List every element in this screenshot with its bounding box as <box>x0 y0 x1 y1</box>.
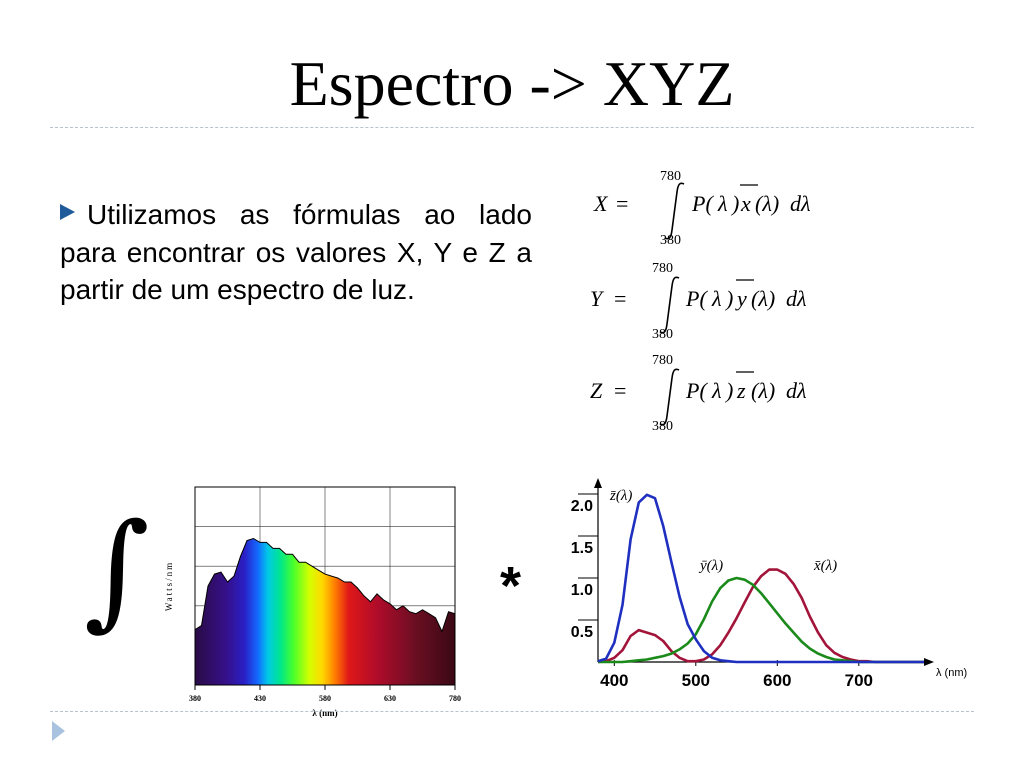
svg-text:dλ: dλ <box>786 286 807 311</box>
svg-text:P(: P( <box>685 286 708 311</box>
cmf-labels: x̄(λ) ȳ(λ) z̄(λ) <box>609 488 837 574</box>
formula-lhs: X <box>593 191 609 216</box>
cmf-axes: 0.5 1.0 1.5 2.0 400 500 600 700 λ (nm) <box>571 478 967 690</box>
cmf-xlabel: λ (nm) <box>936 667 967 679</box>
bullet-text: Utilizamos as fórmulas ao lado para enco… <box>60 199 532 305</box>
svg-text:=: = <box>614 286 626 311</box>
svg-text:): ) <box>724 378 733 403</box>
cmf-chart-svg: 0.5 1.0 1.5 2.0 400 500 600 700 λ (nm) x̄(λ) ȳ(λ)… <box>571 478 967 690</box>
cmf-y-axis-arrow <box>594 478 602 488</box>
svg-text:P(: P( <box>691 191 714 216</box>
integral-lower: 380 <box>652 327 673 342</box>
formula-lhs: Z <box>590 378 603 403</box>
integral-upper: 780 <box>660 169 681 184</box>
cmf-series-line-2 <box>597 493 924 664</box>
formula-z: Z = 780 380 P( λ ) z (λ) dλ <box>580 352 910 436</box>
spd-xlabel: λ (nm) <box>312 708 337 718</box>
cmf-y-tick-label: 1.5 <box>571 540 593 557</box>
svg-text:dλ: dλ <box>786 378 807 403</box>
spd-x-tick-label: 430 <box>254 694 266 703</box>
cmf-series-label: x̄(λ) <box>813 558 837 574</box>
spd-chart: Watts/nm 380 430 580 630 780 λ (nm) <box>160 480 470 720</box>
cmf-x-tick-label: 400 <box>600 671 628 690</box>
cmf-y-tick-label: 0.5 <box>571 624 593 641</box>
svg-text:=: = <box>614 378 626 403</box>
formula-x: X = 780 380 P( λ ) x (λ) dλ <box>580 168 910 252</box>
integral-lower: 380 <box>652 419 673 434</box>
svg-text:λ: λ <box>717 191 728 216</box>
bullet-arrow-icon <box>60 204 75 220</box>
next-slide-arrow-icon[interactable] <box>52 721 65 741</box>
cmf-series-label: ȳ(λ) <box>698 558 723 574</box>
cmf-chart: 0.5 1.0 1.5 2.0 400 500 600 700 λ (nm) x̄(λ) ȳ(λ)… <box>556 478 976 710</box>
integral-lower: 380 <box>660 233 681 248</box>
svg-text:(λ): (λ) <box>755 191 779 216</box>
cmf-series-label: z̄(λ) <box>609 488 632 504</box>
cmf-lines <box>597 493 924 664</box>
spd-x-ticks: 380 430 580 630 780 <box>189 685 461 703</box>
spd-chart-svg: Watts/nm 380 430 580 630 780 λ (nm) <box>164 486 461 718</box>
svg-text:λ: λ <box>711 378 722 403</box>
spd-x-tick-label: 630 <box>384 694 396 703</box>
cmf-letter: z <box>736 378 746 403</box>
cmf-x-axis-arrow <box>924 658 934 666</box>
svg-text:(λ): (λ) <box>751 286 775 311</box>
cmf-y-tick-label: 2.0 <box>571 498 593 515</box>
spd-ylabel: Watts/nm <box>164 561 174 611</box>
multiply-operator: * <box>500 556 522 616</box>
spd-x-tick-label: 780 <box>449 694 461 703</box>
cmf-letter: x <box>740 191 751 216</box>
cmf-letter: y <box>735 286 747 311</box>
svg-text:P(: P( <box>685 378 708 403</box>
svg-text:dλ: dλ <box>790 191 811 216</box>
cmf-x-tick-label: 600 <box>763 671 791 690</box>
title-divider <box>50 127 974 128</box>
cmf-y-tick-label: 1.0 <box>571 582 593 599</box>
svg-text:=: = <box>616 191 628 216</box>
svg-text:): ) <box>730 191 739 216</box>
slide-title: Espectro -> XYZ <box>289 48 735 119</box>
cmf-x-tick-label: 500 <box>682 671 710 690</box>
formula-lhs: Y <box>590 286 605 311</box>
cmf-series-line-1 <box>598 576 924 664</box>
svg-text:λ: λ <box>711 286 722 311</box>
spd-x-tick-label: 580 <box>319 694 331 703</box>
svg-text:): ) <box>724 286 733 311</box>
svg-text:(λ): (λ) <box>751 378 775 403</box>
formula-y: Y = 780 380 P( λ ) y (λ) dλ <box>580 260 910 344</box>
cmf-x-tick-label: 700 <box>845 671 873 690</box>
integral-upper: 780 <box>652 353 673 368</box>
integral-upper: 780 <box>652 261 673 276</box>
footer-divider <box>50 711 974 712</box>
integral-operator: ∫ <box>84 496 150 643</box>
spd-area <box>194 537 456 686</box>
spd-x-tick-label: 380 <box>189 694 201 703</box>
bullet-paragraph: Utilizamos as fórmulas ao lado para enco… <box>60 196 532 309</box>
cmf-series-line-0 <box>597 568 924 664</box>
